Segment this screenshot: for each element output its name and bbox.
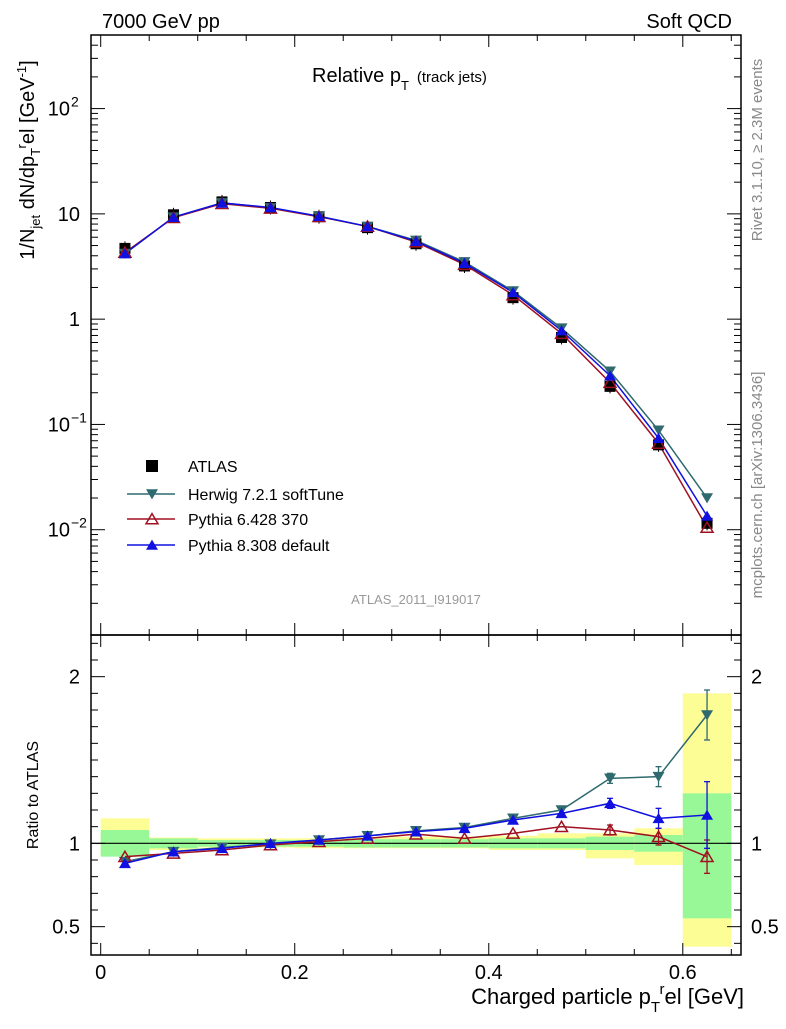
y-tick-label: 10	[48, 99, 70, 121]
header-left: 7000 GeV pp	[102, 11, 220, 33]
data-point-pythia6	[699, 849, 715, 863]
data-point-pythia6	[144, 512, 160, 525]
series-line	[124, 202, 708, 528]
data-point-pythia6	[602, 823, 618, 836]
main-series	[117, 194, 715, 534]
data-point-pythia8	[118, 248, 131, 259]
ratio-ticks: 0 0.2 0.4 0.6 0.5 0.5 1 1 2 2	[52, 635, 779, 984]
x-tick-label: 0	[95, 962, 106, 984]
data-point-pythia8	[312, 834, 325, 845]
data-point-pythia8	[604, 797, 617, 809]
ratio-frame	[90, 634, 742, 956]
data-point-pythia8	[361, 830, 374, 841]
header-right: Soft QCD	[646, 11, 732, 33]
data-point-herwig	[146, 489, 158, 500]
data-point-herwig	[604, 773, 617, 784]
x-tick-label: 0.4	[475, 962, 503, 984]
ratio-y-tick-label-right: 2	[751, 667, 762, 689]
data-point-pythia8	[118, 857, 131, 869]
data-point-pythia8	[458, 822, 471, 834]
y-tick-exponent: 2	[71, 94, 79, 110]
y-tick-label: 10	[48, 520, 70, 542]
plot-title-sub: T	[401, 78, 409, 93]
data-point-pythia8	[410, 235, 422, 247]
data-point-herwig	[701, 710, 714, 721]
legend: ATLAS Herwig 7.2.1 softTune Pythia 6.428 3…	[127, 459, 344, 555]
data-point-pythia8	[458, 257, 471, 268]
data-point-pythia6	[699, 520, 715, 534]
legend-label: Herwig 7.2.1 softTune	[188, 487, 344, 504]
ratio-y-tick-label-right: 1	[751, 833, 762, 855]
data-point-pythia6	[554, 819, 569, 833]
ratio-y-tick-label: 2	[69, 667, 80, 689]
data-point-pythia8	[215, 842, 228, 854]
legend-label: Pythia 8.308 default	[188, 538, 330, 555]
data-point-atlas	[556, 331, 568, 343]
mcplots-info: mcplots.cern.ch [arXiv:1306.3436]	[749, 372, 766, 599]
ratio-y-tick-label: 1	[69, 833, 80, 855]
y-tick-label: 10	[58, 204, 80, 226]
data-point-pythia8	[701, 809, 714, 820]
data-point-pythia8	[604, 370, 617, 381]
data-point-pythia8	[312, 210, 325, 222]
y-tick-label: 1	[69, 309, 80, 331]
plot-title: Relative pT (track jets)	[312, 65, 487, 93]
data-point-pythia8	[652, 432, 665, 444]
x-label: Charged particle pTrel [GeV]	[471, 981, 744, 1016]
y-tick-label: 10	[48, 414, 70, 436]
data-point-pythia8	[507, 814, 520, 825]
data-point-herwig	[652, 425, 665, 436]
y-tick-exponent: −2	[71, 515, 87, 531]
plot-title-main: Relative p	[312, 65, 401, 87]
main-y-label: 1/Njet dN/dpTrel [GeV-1]	[14, 60, 43, 259]
plot-title-note: (track jets)	[417, 69, 487, 86]
data-point-pythia6	[505, 826, 521, 839]
ratio-y-tick-label-right: 0.5	[751, 917, 779, 939]
analysis-id: ATLAS_2011_I919017	[351, 592, 481, 607]
data-point-pythia8	[410, 826, 422, 837]
ratio-y-tick-label: 0.5	[52, 917, 80, 939]
data-point-herwig	[652, 771, 665, 783]
data-point-pythia8	[555, 325, 568, 336]
ratio-y-label: Ratio to ATLAS	[25, 741, 42, 849]
ratio-bands	[91, 693, 741, 947]
data-point-pythia8	[701, 510, 714, 521]
x-tick-label: 0.2	[281, 962, 309, 984]
y-tick-exponent: −1	[71, 409, 87, 425]
ratio-series	[117, 689, 715, 874]
data-point-pythia8	[167, 846, 180, 857]
data-point-pythia6	[651, 436, 666, 449]
data-point-pythia8	[507, 286, 520, 298]
legend-label: Pythia 6.428 370	[188, 512, 308, 529]
data-point-pythia8	[146, 539, 158, 550]
data-point-pythia8	[215, 197, 228, 208]
x-tick-label: 0.6	[669, 962, 697, 984]
data-point-pythia6	[457, 831, 472, 844]
data-point-pythia8	[167, 211, 180, 222]
data-point-pythia8	[652, 812, 665, 824]
data-point-pythia8	[555, 807, 568, 819]
data-point-herwig	[701, 493, 714, 504]
data-point-atlas	[146, 460, 158, 472]
data-point-atlas	[653, 439, 665, 451]
data-point-atlas	[507, 292, 519, 304]
data-point-pythia8	[361, 221, 374, 232]
data-point-pythia8	[264, 202, 277, 213]
data-point-atlas	[604, 380, 616, 392]
data-point-pythia6	[602, 375, 618, 389]
data-point-pythia8	[264, 837, 277, 849]
legend-label: ATLAS	[188, 459, 238, 476]
rivet-info: Rivet 3.1.10, ≥ 2.3M events	[749, 59, 766, 242]
data-point-pythia6	[651, 829, 666, 843]
